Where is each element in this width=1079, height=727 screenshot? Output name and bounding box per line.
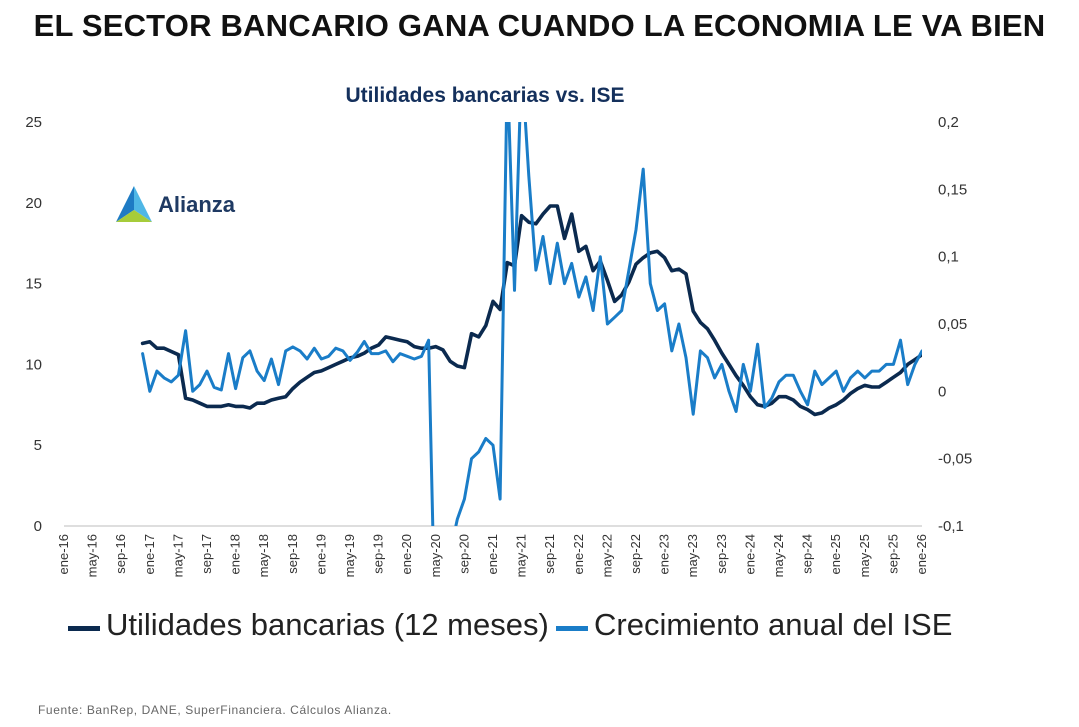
source-note: Fuente: BanRep, DANE, SuperFinanciera. C… [38, 703, 392, 717]
y-left-tick-label: 20 [25, 195, 42, 212]
x-tick-label: may-19 [342, 534, 357, 577]
legend-swatch-ise [556, 626, 588, 631]
x-tick-label: sep-25 [885, 534, 900, 574]
x-tick-label: sep-23 [714, 534, 729, 574]
x-tick-label: may-22 [599, 534, 614, 577]
y-right-tick-label: 0,15 [938, 181, 967, 198]
x-tick-label: ene-23 [657, 534, 672, 574]
y-right-tick-label: 0,05 [938, 316, 967, 333]
y-right-tick-label: 0,1 [938, 249, 959, 266]
y-right-tick-label: 0,2 [938, 114, 959, 131]
y-left-tick-label: 25 [25, 114, 42, 131]
x-tick-label: ene-17 [142, 534, 157, 574]
series-line-ise [141, 122, 922, 526]
chart-title: Utilidades bancarias vs. ISE [345, 84, 625, 107]
alianza-logo-text: Alianza [158, 192, 236, 217]
x-tick-label: ene-21 [485, 534, 500, 574]
alianza-logo: Alianza [112, 184, 252, 228]
legend-label-utilidades: Utilidades bancarias (12 meses) [106, 607, 549, 642]
x-tick-label: sep-17 [199, 534, 214, 574]
y-right-tick-label: -0,05 [938, 451, 972, 468]
x-tick-label: sep-24 [800, 534, 815, 574]
x-tick-label: may-20 [428, 534, 443, 577]
series-group [140, 122, 922, 526]
x-tick-label: may-23 [685, 534, 700, 577]
x-tick-label: sep-16 [113, 534, 128, 574]
page-title: EL SECTOR BANCARIO GANA CUANDO LA ECONOM… [33, 8, 1046, 43]
x-tick-label: may-17 [170, 534, 185, 577]
x-tick-label: ene-22 [571, 534, 586, 574]
x-tick-label: ene-16 [56, 534, 71, 574]
alianza-logo-icon [116, 186, 152, 222]
legend-label-ise: Crecimiento anual del ISE [594, 607, 953, 642]
x-tick-label: may-25 [857, 534, 872, 577]
x-tick-label: ene-25 [828, 534, 843, 574]
x-tick-label: sep-18 [285, 534, 300, 574]
x-tick-label: ene-19 [313, 534, 328, 574]
y-left-tick-label: 15 [25, 276, 42, 293]
x-tick-label: ene-26 [914, 534, 929, 574]
x-tick-label: sep-19 [371, 534, 386, 574]
series-line-utilidades [140, 204, 922, 417]
x-tick-label: may-18 [256, 534, 271, 577]
y-right-tick-label: -0,1 [938, 518, 964, 535]
chart-legend: Utilidades bancarias (12 meses) Crecimie… [68, 605, 1028, 651]
y-left-tick-label: 0 [34, 518, 42, 535]
x-tick-label: ene-18 [228, 534, 243, 574]
x-tick-label: sep-22 [628, 534, 643, 574]
x-tick-label: ene-24 [742, 534, 757, 574]
legend-swatch-utilidades [68, 626, 100, 631]
x-tick-label: may-24 [771, 534, 786, 577]
x-tick-label: may-21 [514, 534, 529, 577]
y-left-tick-label: 10 [25, 356, 42, 373]
y-right-tick-label: 0 [938, 383, 946, 400]
x-tick-label: sep-20 [456, 534, 471, 574]
x-tick-label: sep-21 [542, 534, 557, 574]
y-left-tick-label: 5 [34, 437, 42, 454]
x-tick-label: may-16 [85, 534, 100, 577]
x-tick-label: ene-20 [399, 534, 414, 574]
